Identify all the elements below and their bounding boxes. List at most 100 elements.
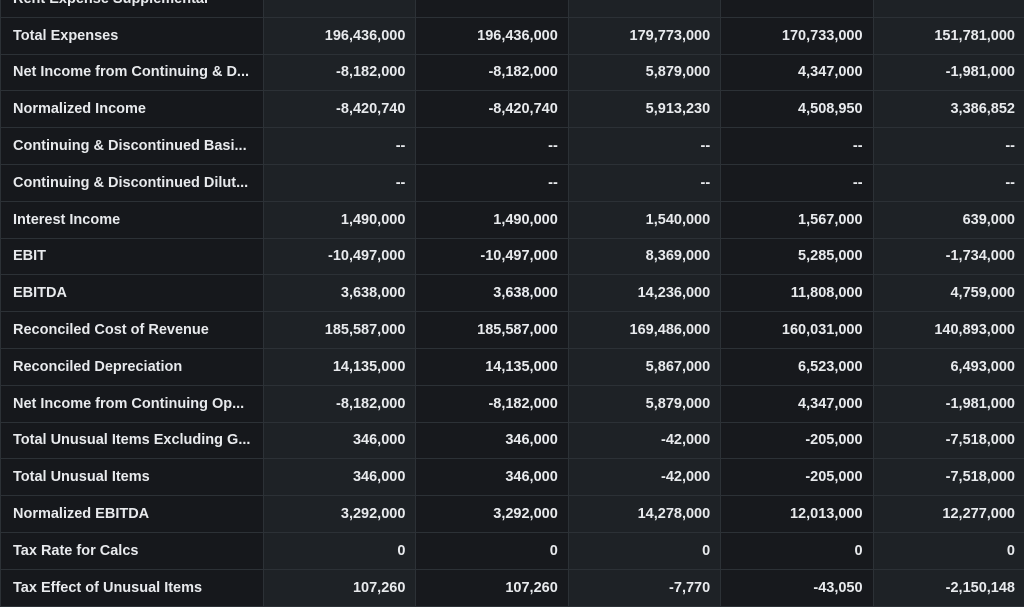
value-cell: 170,733,000 bbox=[721, 17, 873, 54]
value-cell: 160,031,000 bbox=[721, 312, 873, 349]
row-label: Total Unusual Items Excluding G... bbox=[1, 422, 264, 459]
value-cell: 3,292,000 bbox=[416, 496, 568, 533]
value-cell: 0 bbox=[873, 532, 1024, 569]
value-cell: -7,518,000 bbox=[873, 422, 1024, 459]
row-label: Tax Effect of Unusual Items bbox=[1, 569, 264, 606]
value-cell bbox=[264, 0, 416, 17]
row-label: Normalized EBITDA bbox=[1, 496, 264, 533]
value-cell: 196,436,000 bbox=[416, 17, 568, 54]
row-label: Continuing & Discontinued Basi... bbox=[1, 128, 264, 165]
value-cell: 14,236,000 bbox=[568, 275, 720, 312]
value-cell: 5,879,000 bbox=[568, 54, 720, 91]
value-cell: 0 bbox=[264, 532, 416, 569]
value-cell: -1,734,000 bbox=[873, 238, 1024, 275]
row-label: EBIT bbox=[1, 238, 264, 275]
value-cell: 6,493,000 bbox=[873, 348, 1024, 385]
value-cell: 4,759,000 bbox=[873, 275, 1024, 312]
value-cell: -- bbox=[873, 164, 1024, 201]
row-label: Net Income from Continuing & D... bbox=[1, 54, 264, 91]
value-cell: -- bbox=[264, 164, 416, 201]
value-cell: -8,182,000 bbox=[416, 385, 568, 422]
value-cell: -43,050 bbox=[721, 569, 873, 606]
value-cell: -42,000 bbox=[568, 422, 720, 459]
value-cell: 169,486,000 bbox=[568, 312, 720, 349]
value-cell: -10,497,000 bbox=[264, 238, 416, 275]
value-cell: 346,000 bbox=[416, 459, 568, 496]
value-cell: 6,523,000 bbox=[721, 348, 873, 385]
value-cell: 0 bbox=[416, 532, 568, 569]
value-cell: -- bbox=[568, 164, 720, 201]
value-cell: 196,436,000 bbox=[264, 17, 416, 54]
table-row: Net Income from Continuing & D...-8,182,… bbox=[1, 54, 1024, 91]
table-row: Continuing & Discontinued Basi...-------… bbox=[1, 128, 1024, 165]
table-row: Continuing & Discontinued Dilut...------… bbox=[1, 164, 1024, 201]
value-cell: 346,000 bbox=[264, 422, 416, 459]
value-cell bbox=[721, 0, 873, 17]
value-cell: 107,260 bbox=[264, 569, 416, 606]
value-cell: 5,285,000 bbox=[721, 238, 873, 275]
value-cell bbox=[568, 0, 720, 17]
row-label: Total Unusual Items bbox=[1, 459, 264, 496]
row-label: Normalized Income bbox=[1, 91, 264, 128]
row-label: Reconciled Cost of Revenue bbox=[1, 312, 264, 349]
value-cell: 1,567,000 bbox=[721, 201, 873, 238]
value-cell: 185,587,000 bbox=[264, 312, 416, 349]
value-cell: 140,893,000 bbox=[873, 312, 1024, 349]
value-cell: 1,540,000 bbox=[568, 201, 720, 238]
value-cell: 1,490,000 bbox=[416, 201, 568, 238]
value-cell: -- bbox=[264, 128, 416, 165]
value-cell: -8,420,740 bbox=[264, 91, 416, 128]
value-cell bbox=[416, 0, 568, 17]
value-cell: 639,000 bbox=[873, 201, 1024, 238]
row-label: Net Income from Continuing Op... bbox=[1, 385, 264, 422]
value-cell: 0 bbox=[568, 532, 720, 569]
value-cell: -- bbox=[568, 128, 720, 165]
value-cell: -205,000 bbox=[721, 422, 873, 459]
row-label: Total Expenses bbox=[1, 17, 264, 54]
value-cell: 5,879,000 bbox=[568, 385, 720, 422]
value-cell: -1,981,000 bbox=[873, 54, 1024, 91]
value-cell: 4,347,000 bbox=[721, 54, 873, 91]
value-cell: 14,135,000 bbox=[416, 348, 568, 385]
value-cell: -- bbox=[721, 164, 873, 201]
value-cell: 346,000 bbox=[416, 422, 568, 459]
value-cell: -7,770 bbox=[568, 569, 720, 606]
value-cell: -8,420,740 bbox=[416, 91, 568, 128]
value-cell: 12,277,000 bbox=[873, 496, 1024, 533]
row-label: Tax Rate for Calcs bbox=[1, 532, 264, 569]
value-cell: -7,518,000 bbox=[873, 459, 1024, 496]
value-cell: 3,638,000 bbox=[416, 275, 568, 312]
value-cell: -- bbox=[416, 128, 568, 165]
value-cell: 11,808,000 bbox=[721, 275, 873, 312]
value-cell: -8,182,000 bbox=[264, 54, 416, 91]
value-cell: 0 bbox=[721, 532, 873, 569]
value-cell: 12,013,000 bbox=[721, 496, 873, 533]
value-cell: -8,182,000 bbox=[264, 385, 416, 422]
row-label: EBITDA bbox=[1, 275, 264, 312]
value-cell: 107,260 bbox=[416, 569, 568, 606]
value-cell: 1,490,000 bbox=[264, 201, 416, 238]
value-cell: -8,182,000 bbox=[416, 54, 568, 91]
row-label: Interest Income bbox=[1, 201, 264, 238]
value-cell: 346,000 bbox=[264, 459, 416, 496]
value-cell: 8,369,000 bbox=[568, 238, 720, 275]
table-row: Net Income from Continuing Op...-8,182,0… bbox=[1, 385, 1024, 422]
value-cell: 5,867,000 bbox=[568, 348, 720, 385]
value-cell bbox=[873, 0, 1024, 17]
value-cell: -205,000 bbox=[721, 459, 873, 496]
value-cell: -2,150,148 bbox=[873, 569, 1024, 606]
value-cell: -1,981,000 bbox=[873, 385, 1024, 422]
value-cell: 3,638,000 bbox=[264, 275, 416, 312]
value-cell: 14,135,000 bbox=[264, 348, 416, 385]
